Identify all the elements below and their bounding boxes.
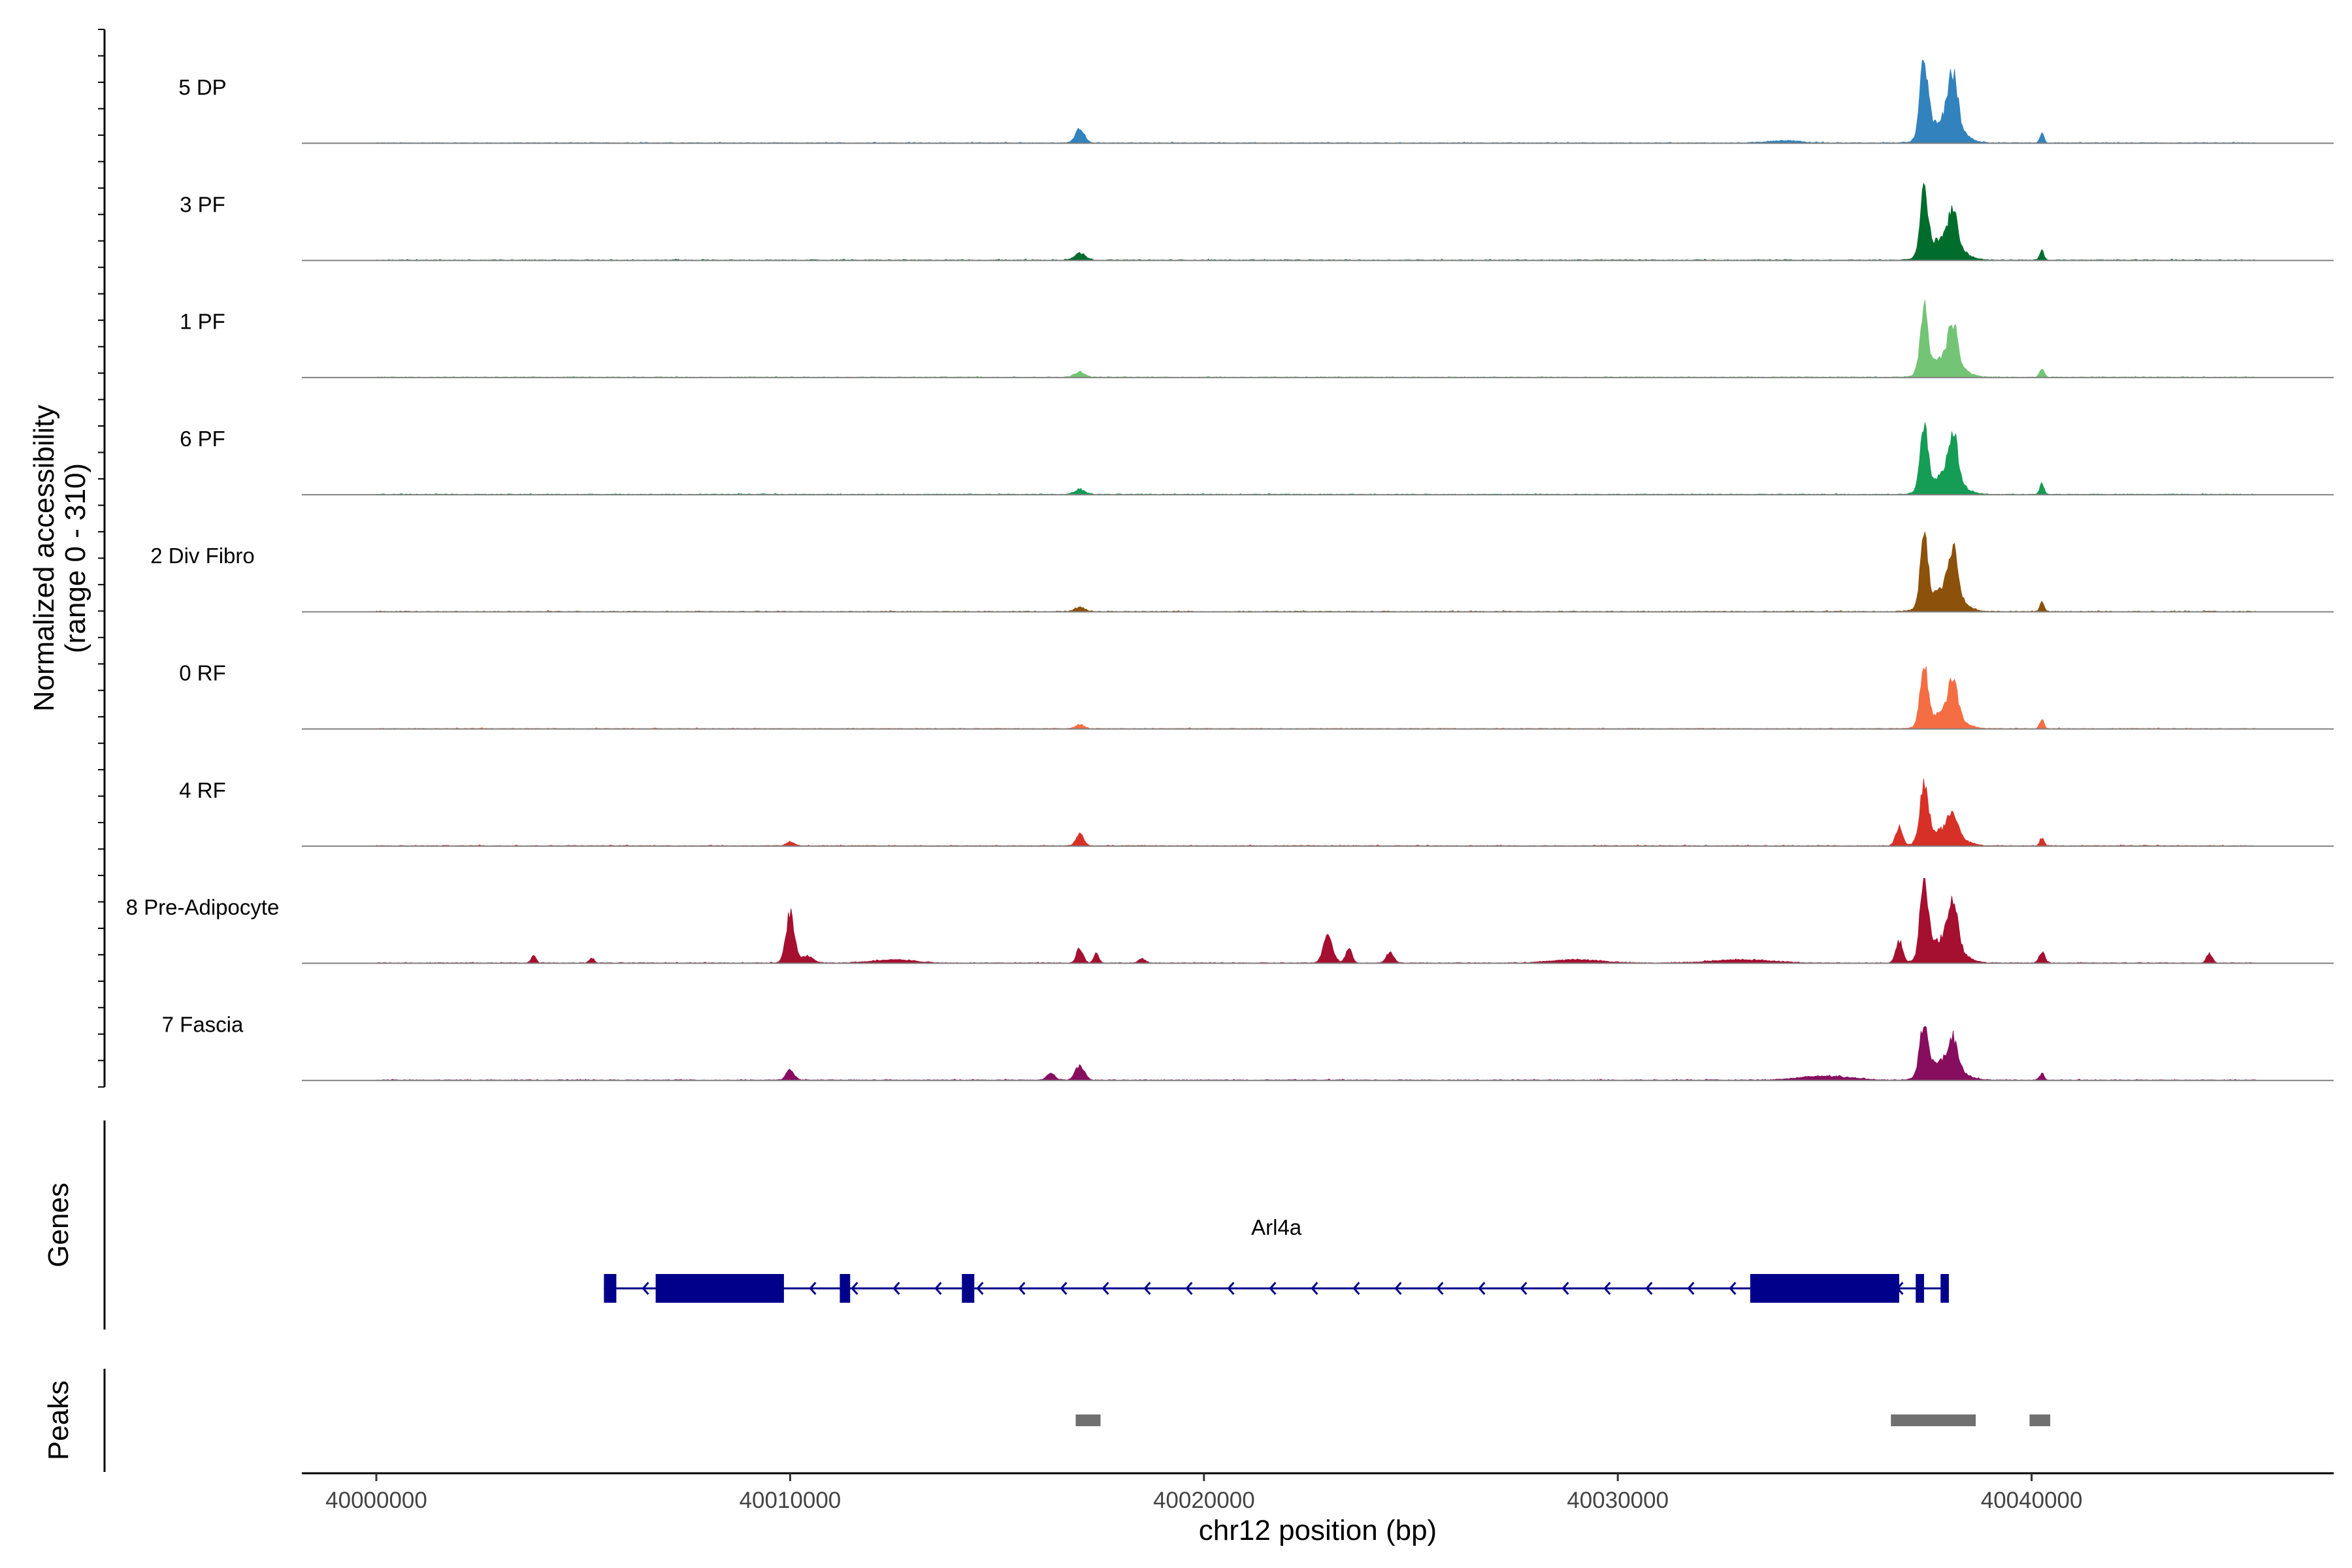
x-tick-label: 40030000 [1567, 1488, 1669, 1513]
strand-arrow [1394, 1282, 1402, 1295]
coverage-tracks: 5 DP 3 PF 1 PF 6 PF 2 Div Fibro 0 RF 4 RF 8 Pre… [126, 59, 2334, 1081]
peak-region [1891, 1414, 1976, 1426]
strand-arrow [1018, 1282, 1026, 1295]
genes-panel-title: Genes [42, 1183, 74, 1267]
strand-arrow [1436, 1282, 1444, 1295]
track-signal [376, 1026, 2256, 1081]
track-signal [376, 59, 2256, 144]
track-6-pf: 6 PF [180, 422, 2334, 496]
track-8-pre-adipocyte: 8 Pre-Adipocyte [126, 878, 2334, 964]
track-signal [376, 778, 2256, 847]
strand-arrow [1729, 1282, 1737, 1295]
track-label: 4 RF [179, 778, 226, 802]
track-7-fascia: 7 Fascia [162, 1012, 2334, 1081]
track-0-rf: 0 RF [179, 661, 2334, 730]
track-4-rf: 4 RF [179, 778, 2334, 847]
peak-region [2029, 1414, 2051, 1426]
track-label: 2 Div Fibro [150, 544, 255, 568]
track-label: 7 Fascia [162, 1012, 244, 1036]
x-tick-label: 40010000 [740, 1488, 841, 1513]
y-axis-range-label: (range 0 - 310) [59, 463, 91, 653]
track-label: 5 DP [178, 75, 226, 99]
x-tick-label: 40020000 [1153, 1488, 1255, 1513]
gene-exon [1940, 1274, 1949, 1303]
track-signal [376, 531, 2256, 612]
strand-arrow [1687, 1282, 1695, 1295]
track-3-pf: 3 PF [180, 182, 2334, 261]
track-label: 0 RF [179, 661, 226, 685]
x-axis: 40000000 40010000 40020000 40030000 40040000 [302, 1472, 2334, 1513]
strand-arrow [934, 1282, 942, 1295]
track-5-dp: 5 DP [178, 59, 2334, 144]
gene-exon [604, 1274, 617, 1303]
genes-panel: Genes Arl4a [42, 1120, 1949, 1330]
strand-arrow [976, 1282, 984, 1295]
track-signal [376, 878, 2256, 964]
track-label: 8 Pre-Adipocyte [126, 895, 280, 919]
gene-exon [1916, 1274, 1924, 1303]
track-signal [376, 666, 2256, 730]
track-2-div-fibro: 2 Div Fibro [150, 531, 2334, 613]
track-1-pf: 1 PF [180, 300, 2334, 378]
strand-arrow [1478, 1282, 1486, 1295]
strand-arrow [1520, 1282, 1527, 1295]
track-signal [376, 300, 2256, 378]
strand-arrow [1102, 1282, 1109, 1295]
peak-region [1075, 1414, 1101, 1426]
strand-arrow [1352, 1282, 1360, 1295]
strand-arrow [1185, 1282, 1193, 1295]
strand-arrow [851, 1282, 858, 1295]
strand-arrow [1269, 1282, 1277, 1295]
strand-arrow [1143, 1282, 1151, 1295]
gene-name-label: Arl4a [1251, 1215, 1302, 1239]
gene-exon [655, 1274, 784, 1303]
peaks-panel-title: Peaks [42, 1380, 74, 1460]
track-signal [376, 422, 2256, 495]
gene-exon [840, 1274, 851, 1303]
strand-arrow [1060, 1282, 1068, 1295]
strand-arrow [642, 1282, 649, 1295]
track-label: 3 PF [180, 192, 225, 216]
gene-exon [1750, 1274, 1899, 1303]
accessibility-axis [98, 29, 106, 1088]
strand-arrow [1561, 1282, 1569, 1295]
strand-arrow [1227, 1282, 1235, 1295]
strand-arrow [1645, 1282, 1653, 1295]
track-label: 1 PF [180, 310, 225, 334]
x-tick-label: 40000000 [325, 1488, 427, 1513]
gene-exon [962, 1274, 975, 1303]
track-signal [376, 182, 2256, 261]
strand-arrow [892, 1282, 900, 1295]
x-axis-title: chr12 position (bp) [1199, 1514, 1437, 1546]
strand-arrow [809, 1282, 817, 1295]
gene-arl4a: Arl4a [604, 1215, 1949, 1303]
track-label: 6 PF [180, 427, 225, 451]
x-tick-label: 40040000 [1981, 1488, 2083, 1513]
peaks-panel: Peaks [42, 1369, 2051, 1472]
strand-arrow [1311, 1282, 1318, 1295]
strand-arrow [1603, 1282, 1611, 1295]
y-axis-title: Normalized accessibility [28, 405, 60, 711]
